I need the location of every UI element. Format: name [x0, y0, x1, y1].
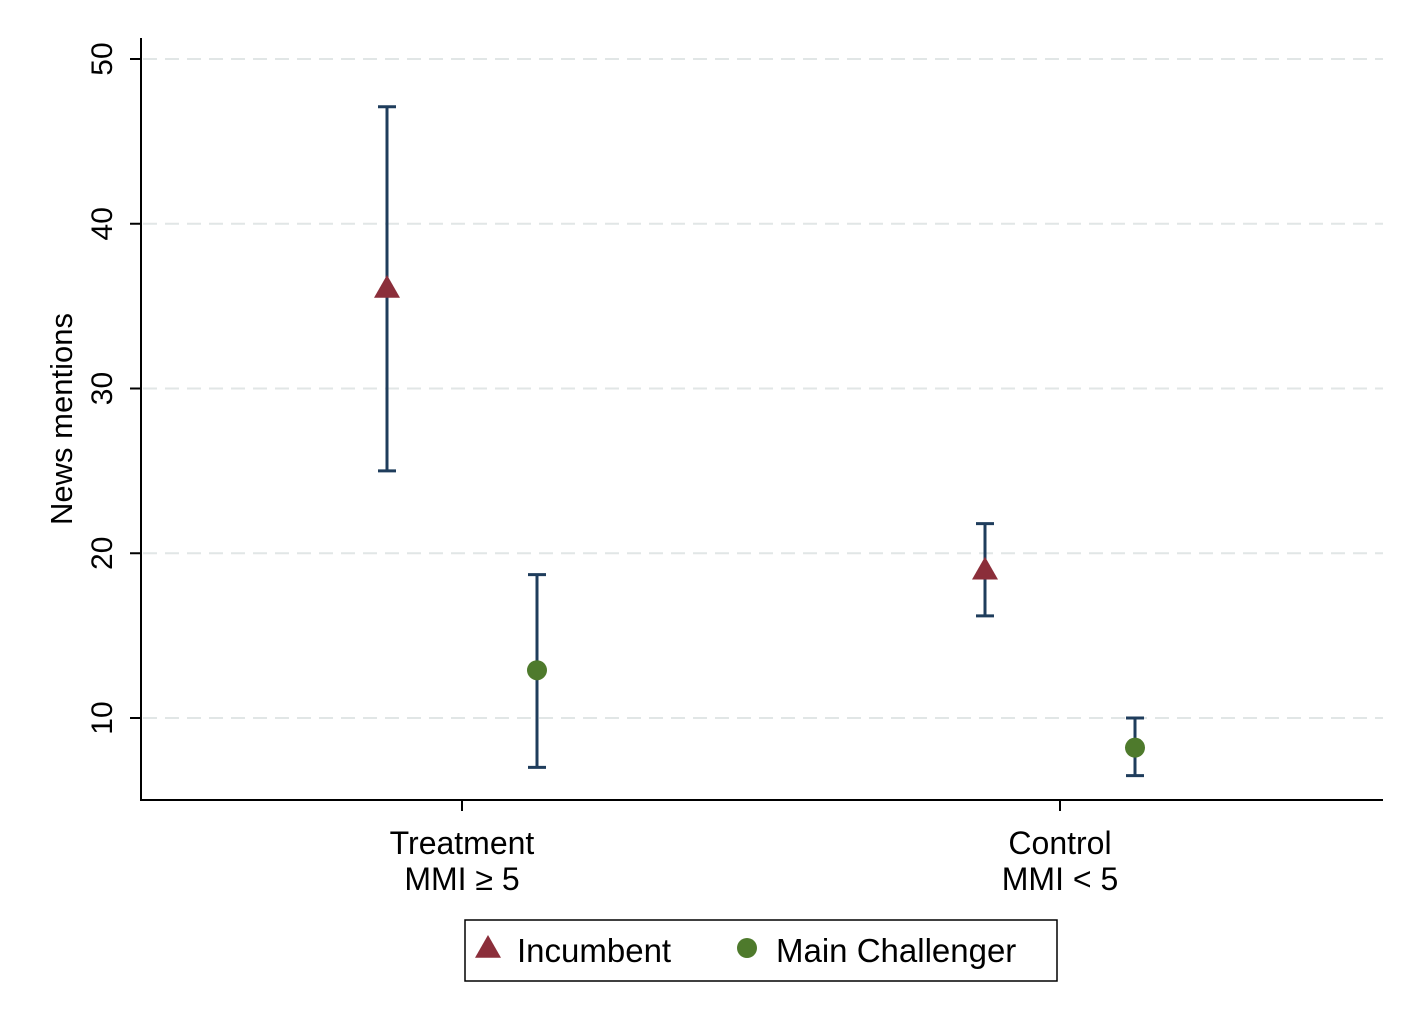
incumbent-point: [972, 556, 998, 580]
x-category-sublabel: MMI < 5: [1002, 861, 1118, 897]
legend-label-incumbent: Incumbent: [517, 932, 671, 969]
x-category-sublabel: MMI ≥ 5: [404, 861, 519, 897]
x-category-label: Treatment: [390, 825, 535, 861]
legend: Incumbent Main Challenger: [464, 919, 1058, 982]
legend-marker-main-challenger: [737, 938, 757, 958]
y-axis-title: News mentions: [44, 313, 79, 525]
data-marks: [374, 105, 1145, 778]
y-ticks: 10 20 30 40 50: [86, 42, 141, 735]
legend-label-main-challenger: Main Challenger: [776, 932, 1016, 969]
grid-lines: [143, 58, 1383, 719]
y-tick-label: 40: [86, 207, 119, 240]
incumbent-point: [374, 275, 400, 298]
y-tick-label: 10: [86, 701, 119, 734]
y-tick-label: 20: [86, 537, 119, 570]
y-tick-label: 50: [86, 42, 119, 75]
x-category-label: Control: [1008, 825, 1111, 861]
main-challenger-point: [527, 660, 547, 681]
legend-marker-incumbent: [475, 935, 501, 958]
y-tick-label: 30: [86, 372, 119, 405]
main-challenger-point: [1125, 737, 1145, 758]
legend-box: [464, 919, 1058, 982]
axes: [140, 38, 1383, 801]
